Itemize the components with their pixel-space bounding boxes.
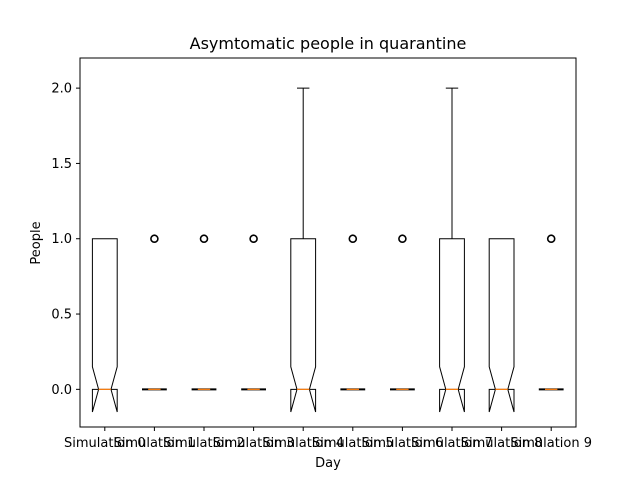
box-0 xyxy=(91,238,118,413)
box-5 xyxy=(340,234,366,391)
x-tick-label: Simulation 7 xyxy=(411,436,493,451)
y-tick-label: 2.0 xyxy=(51,82,72,97)
chart-title: Asymtomatic people in quarantine xyxy=(190,34,467,53)
box-body xyxy=(488,238,515,413)
y-tick-label: 1.0 xyxy=(51,232,72,247)
box-7 xyxy=(439,87,465,413)
box-8 xyxy=(488,238,515,413)
x-tick-label: Simulation 3 xyxy=(213,436,295,451)
box-body xyxy=(91,238,118,413)
outlier-point xyxy=(546,234,556,244)
x-tick-label: Simulation 2 xyxy=(163,436,245,451)
plot-frame xyxy=(79,57,577,428)
outlier-point xyxy=(199,234,209,244)
box-2 xyxy=(191,234,217,391)
y-axis-label: People xyxy=(29,221,44,264)
x-tick-label: Simulation 4 xyxy=(262,436,344,451)
x-tick-label: Simulation 6 xyxy=(362,436,444,451)
x-axis-label: Day xyxy=(315,456,341,471)
box-body xyxy=(290,238,317,413)
box-6 xyxy=(390,234,415,391)
x-tick-label: Simulation 5 xyxy=(312,436,394,451)
outlier-point xyxy=(150,234,159,244)
y-tick-label: 0.5 xyxy=(51,308,72,323)
box-body xyxy=(439,238,465,413)
plot-area xyxy=(91,87,564,413)
x-tick-label: Simulation 8 xyxy=(461,436,543,451)
box-3 xyxy=(241,234,266,391)
box-4 xyxy=(290,87,317,413)
x-tick-label: Simulation 1 xyxy=(114,436,196,451)
outlier-point xyxy=(249,234,258,244)
x-tick-label: Simulation 0 xyxy=(64,436,146,451)
box-1 xyxy=(142,234,167,391)
y-tick-label: 0.0 xyxy=(51,383,72,398)
y-axis: 0.0 0.5 1.0 1.5 2.0 xyxy=(51,82,80,398)
outlier-point xyxy=(348,234,358,244)
box-9 xyxy=(538,234,564,391)
y-tick-label: 1.5 xyxy=(51,157,72,172)
outlier-point xyxy=(398,234,407,244)
x-tick-label: Simulation 9 xyxy=(510,436,592,451)
